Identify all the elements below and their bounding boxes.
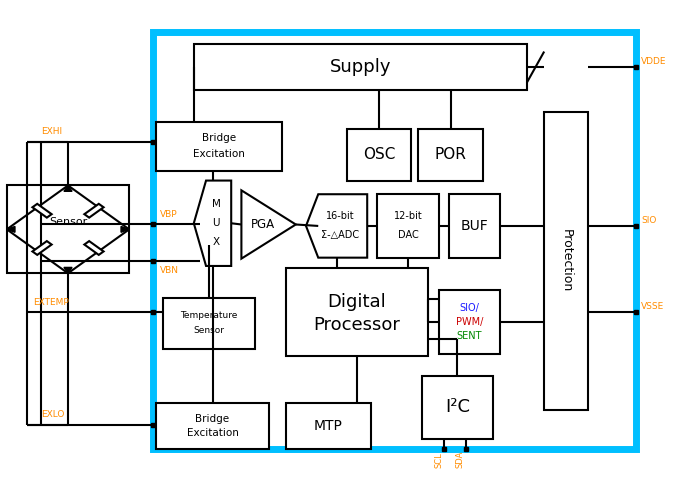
Polygon shape [241,190,296,259]
Polygon shape [306,194,367,258]
Text: PWM/: PWM/ [456,317,483,327]
Polygon shape [7,226,15,232]
Bar [418,129,483,181]
Text: VBN: VBN [160,266,179,275]
Text: Excitation: Excitation [193,149,245,159]
Text: Processor: Processor [313,317,401,334]
Text: Temperature: Temperature [180,311,238,320]
Bar [156,122,282,171]
Text: BUF: BUF [460,219,488,233]
Text: SIO/: SIO/ [459,303,479,313]
Text: SIO: SIO [641,216,657,224]
Text: DAC: DAC [398,230,418,241]
Bar [377,194,439,258]
Text: Bridge: Bridge [202,133,237,142]
Polygon shape [64,267,72,273]
Polygon shape [84,241,103,255]
Polygon shape [33,204,52,218]
Text: VDDE: VDDE [641,57,666,66]
Bar [163,298,255,349]
Bar [153,32,636,449]
Text: X: X [213,237,220,247]
Bar [439,290,500,354]
Bar [286,403,371,449]
Text: Digital: Digital [328,293,386,311]
Polygon shape [33,241,52,255]
Bar [286,268,428,356]
Bar [7,185,129,273]
Bar [347,129,411,181]
Polygon shape [121,226,129,232]
Text: 12-bit: 12-bit [394,211,422,222]
Text: OSC: OSC [363,147,395,163]
Bar [449,194,500,258]
Text: MTP: MTP [313,419,343,433]
Bar [156,403,269,449]
Text: SENT: SENT [456,331,482,341]
Text: Σ-△ADC: Σ-△ADC [321,230,359,241]
Polygon shape [84,204,103,218]
Text: EXHI: EXHI [41,127,62,136]
Text: M: M [211,200,221,209]
Text: Bridge: Bridge [195,414,230,424]
Text: POR: POR [435,147,466,163]
Text: VBP: VBP [160,210,177,219]
Text: PGA: PGA [251,218,275,231]
Text: Sensor: Sensor [194,326,224,335]
Text: VSSE: VSSE [641,302,664,311]
Bar [422,376,493,439]
Text: 16-bit: 16-bit [326,211,354,222]
Text: U: U [212,218,220,228]
Bar [194,44,527,90]
Text: SCL: SCL [435,452,443,468]
Text: I²C: I²C [445,399,470,416]
Bar [544,112,588,410]
Text: EXTEMP: EXTEMP [33,298,69,307]
Text: EXLO: EXLO [41,410,64,419]
Text: Sensor: Sensor [49,217,87,227]
Text: Excitation: Excitation [186,428,239,438]
Text: SDA: SDA [456,451,465,468]
Text: Protection: Protection [560,229,573,293]
Polygon shape [64,185,72,191]
Polygon shape [194,181,231,266]
Text: Supply: Supply [330,58,391,76]
